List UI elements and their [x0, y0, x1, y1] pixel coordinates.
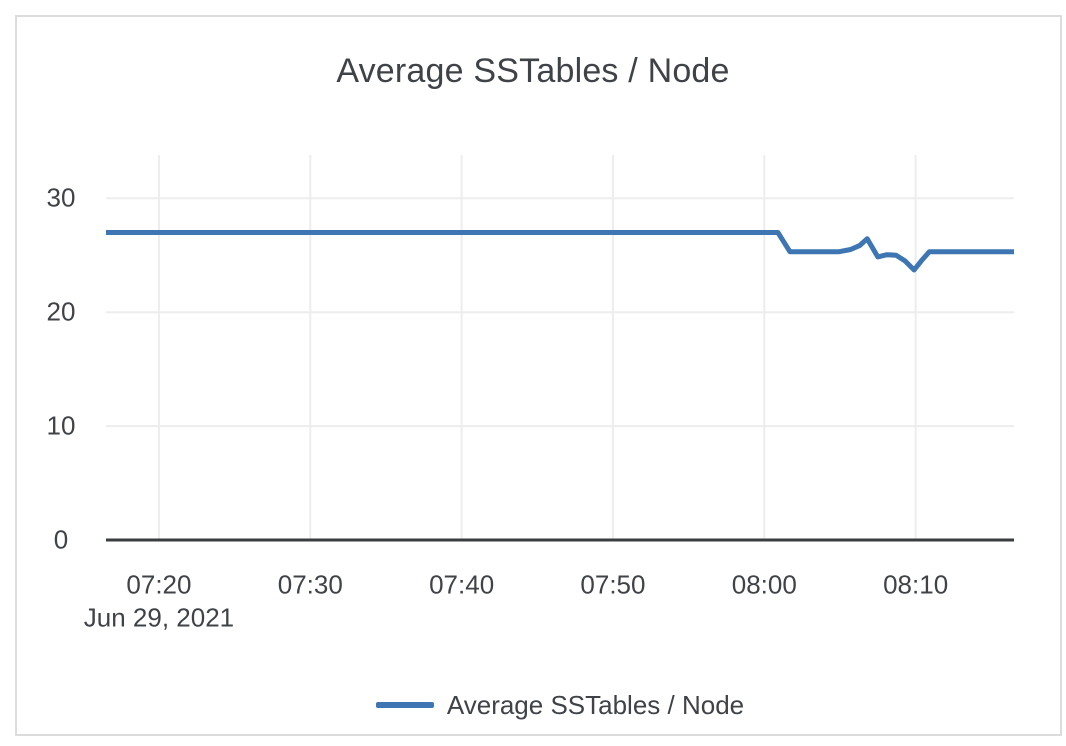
card-border: [15, 15, 1062, 736]
y-tick-label: 0: [53, 524, 69, 555]
x-tick-label: 07:20: [126, 569, 192, 600]
series-line: [106, 230, 1014, 273]
chart-title: Average SSTables / Node: [336, 52, 730, 90]
x-tick-label: 08:00: [731, 569, 797, 600]
y-tick-label: 10: [46, 410, 76, 441]
y-tick-label: 30: [46, 182, 76, 213]
legend-item-average-sstables[interactable]: Average SSTables / Node: [375, 689, 745, 721]
legend: Average SSTables / Node: [106, 688, 1014, 722]
x-tick-label: 07:40: [429, 569, 495, 600]
y-tick-label: 20: [46, 296, 76, 327]
legend-line-swatch: [375, 702, 434, 708]
x-tick-label: 07:50: [580, 569, 646, 600]
x-tick-label: 07:30: [277, 569, 343, 600]
legend-label: Average SSTables / Node: [446, 689, 745, 720]
x-tick-label: 08:10: [883, 569, 949, 600]
x-axis-date-label: Jun 29, 2021: [83, 602, 235, 633]
